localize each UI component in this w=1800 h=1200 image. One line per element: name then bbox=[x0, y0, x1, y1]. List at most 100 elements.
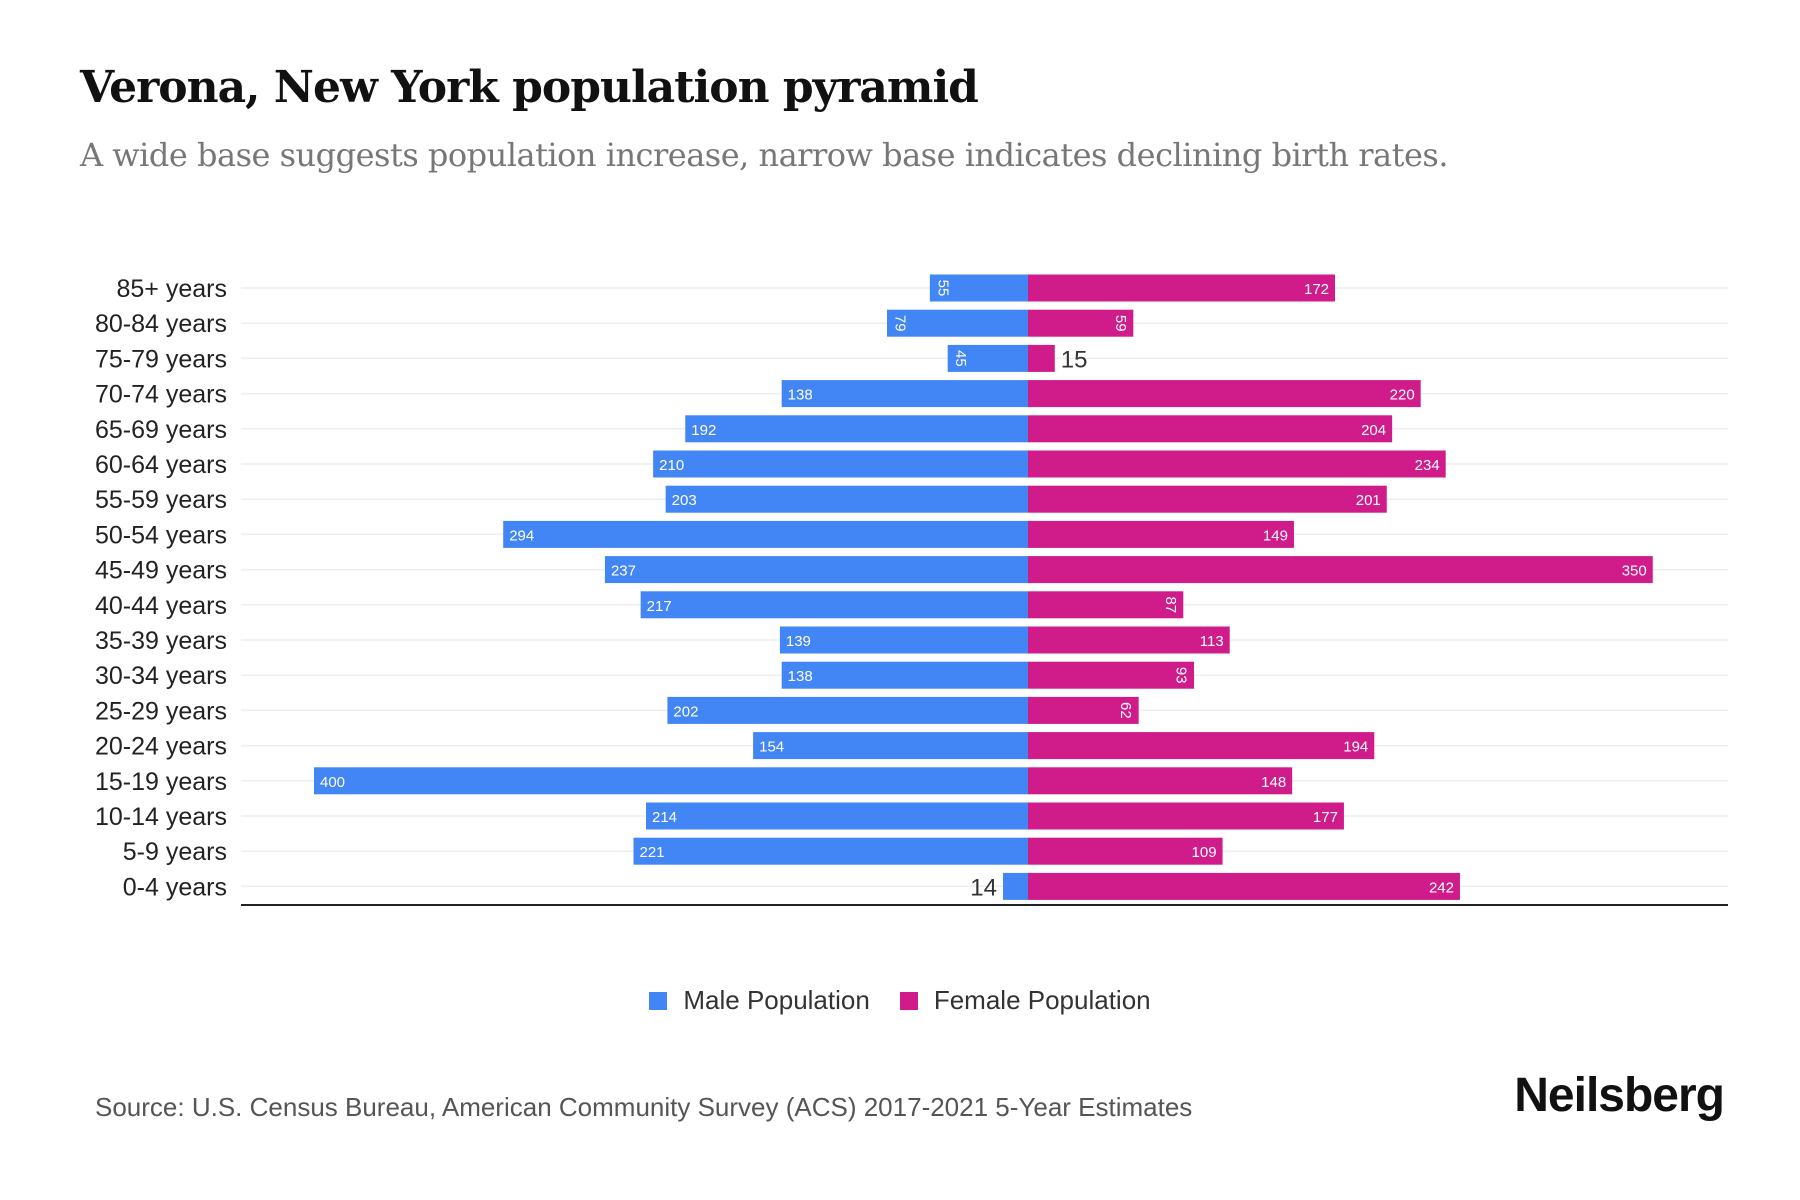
data-label: 234 bbox=[1415, 457, 1440, 474]
data-label: 221 bbox=[640, 844, 665, 861]
category-label: 45-49 years bbox=[95, 557, 227, 585]
bar-female bbox=[1028, 626, 1230, 654]
category-label: 35-39 years bbox=[95, 627, 227, 655]
category-label: 20-24 years bbox=[95, 733, 227, 761]
data-label: 109 bbox=[1192, 844, 1217, 861]
bar-female bbox=[1028, 837, 1223, 865]
bar-female bbox=[1028, 591, 1184, 619]
bar-male bbox=[1003, 872, 1028, 900]
data-label: 202 bbox=[673, 703, 698, 720]
bar-female bbox=[1028, 309, 1134, 337]
bar-male bbox=[604, 556, 1028, 584]
data-label: 14 bbox=[970, 874, 997, 901]
data-label: 87 bbox=[1162, 596, 1179, 613]
data-label: 138 bbox=[788, 668, 813, 685]
legend-label-male: Male Population bbox=[683, 985, 870, 1015]
legend-item-male[interactable]: Male Population bbox=[649, 985, 870, 1016]
data-label: 217 bbox=[647, 598, 672, 615]
data-label: 79 bbox=[891, 315, 908, 332]
bar-female bbox=[1028, 556, 1653, 584]
data-label: 203 bbox=[672, 492, 697, 509]
data-label: 400 bbox=[320, 774, 345, 791]
data-label: 214 bbox=[652, 809, 677, 826]
category-label: 25-29 years bbox=[95, 697, 227, 725]
neilsberg-logo: Neilsberg bbox=[1514, 1069, 1725, 1122]
category-label: 70-74 years bbox=[95, 381, 227, 409]
legend-item-female[interactable]: Female Population bbox=[899, 985, 1151, 1016]
data-label: 242 bbox=[1429, 879, 1454, 896]
bar-male bbox=[667, 696, 1028, 724]
bar-female bbox=[1028, 732, 1375, 760]
bar-female bbox=[1028, 767, 1293, 795]
category-label: 65-69 years bbox=[95, 416, 227, 444]
data-label: 204 bbox=[1361, 422, 1386, 439]
data-label: 177 bbox=[1313, 809, 1338, 826]
bar-female bbox=[1028, 415, 1393, 443]
data-label: 194 bbox=[1343, 739, 1368, 756]
data-label: 139 bbox=[786, 633, 811, 650]
bar-male bbox=[503, 520, 1029, 548]
category-label: 85+ years bbox=[117, 275, 228, 303]
bar-female bbox=[1028, 274, 1336, 302]
bar-female bbox=[1028, 344, 1055, 372]
data-label: 172 bbox=[1304, 281, 1329, 298]
bar-female bbox=[1028, 802, 1344, 830]
category-label: 55-59 years bbox=[95, 486, 227, 514]
data-label: 210 bbox=[659, 457, 684, 474]
bar-male bbox=[886, 309, 1028, 337]
bar-female bbox=[1028, 696, 1139, 724]
category-label: 0-4 years bbox=[123, 873, 227, 901]
bar-male bbox=[947, 344, 1028, 372]
data-label: 93 bbox=[1173, 667, 1190, 684]
legend-swatch-male bbox=[649, 991, 668, 1010]
data-label: 15 bbox=[1061, 346, 1088, 373]
bar-male bbox=[779, 626, 1028, 654]
chart-subtitle: A wide base suggests population increase… bbox=[80, 136, 1448, 174]
data-label: 59 bbox=[1112, 315, 1129, 332]
category-label: 15-19 years bbox=[95, 768, 227, 796]
data-label: 55 bbox=[934, 280, 951, 297]
category-label: 30-34 years bbox=[95, 662, 227, 690]
chart-title: Verona, New York population pyramid bbox=[80, 62, 979, 113]
bar-female bbox=[1028, 520, 1294, 548]
category-label: 40-44 years bbox=[95, 592, 227, 620]
source-note: Source: U.S. Census Bureau, American Com… bbox=[95, 1092, 1193, 1122]
data-label: 201 bbox=[1356, 492, 1381, 509]
data-label: 45 bbox=[952, 350, 969, 367]
bar-female bbox=[1028, 872, 1460, 900]
legend-label-female: Female Population bbox=[933, 985, 1151, 1015]
category-label: 75-79 years bbox=[95, 345, 227, 373]
bar-male bbox=[781, 380, 1028, 408]
bar-female bbox=[1028, 661, 1195, 689]
data-label: 220 bbox=[1390, 387, 1415, 404]
bar-male bbox=[781, 661, 1028, 689]
data-label: 113 bbox=[1200, 633, 1224, 650]
data-label: 350 bbox=[1622, 563, 1647, 580]
data-label: 154 bbox=[759, 739, 784, 756]
data-label: 138 bbox=[788, 387, 813, 404]
category-label: 5-9 years bbox=[123, 838, 227, 866]
category-label: 60-64 years bbox=[95, 451, 227, 479]
data-label: 149 bbox=[1263, 527, 1288, 544]
bar-male bbox=[685, 415, 1028, 443]
bar-male bbox=[646, 802, 1028, 830]
bar-male bbox=[653, 450, 1028, 478]
bar-male bbox=[640, 591, 1028, 619]
data-label: 192 bbox=[691, 422, 716, 439]
category-label: 80-84 years bbox=[95, 310, 227, 338]
bar-male bbox=[314, 767, 1028, 795]
bar-male bbox=[929, 274, 1028, 302]
data-label: 62 bbox=[1117, 702, 1134, 719]
data-label: 237 bbox=[611, 563, 636, 580]
bar-male bbox=[633, 837, 1028, 865]
bar-female bbox=[1028, 380, 1421, 408]
legend: Male Population Female Population bbox=[0, 985, 1800, 1016]
category-label: 50-54 years bbox=[95, 521, 227, 549]
data-label: 294 bbox=[509, 527, 534, 544]
bar-male bbox=[753, 732, 1028, 760]
bar-female bbox=[1028, 450, 1446, 478]
category-label: 10-14 years bbox=[95, 803, 227, 831]
data-label: 148 bbox=[1261, 774, 1286, 791]
bar-female bbox=[1028, 485, 1387, 513]
legend-swatch-female bbox=[899, 991, 918, 1010]
